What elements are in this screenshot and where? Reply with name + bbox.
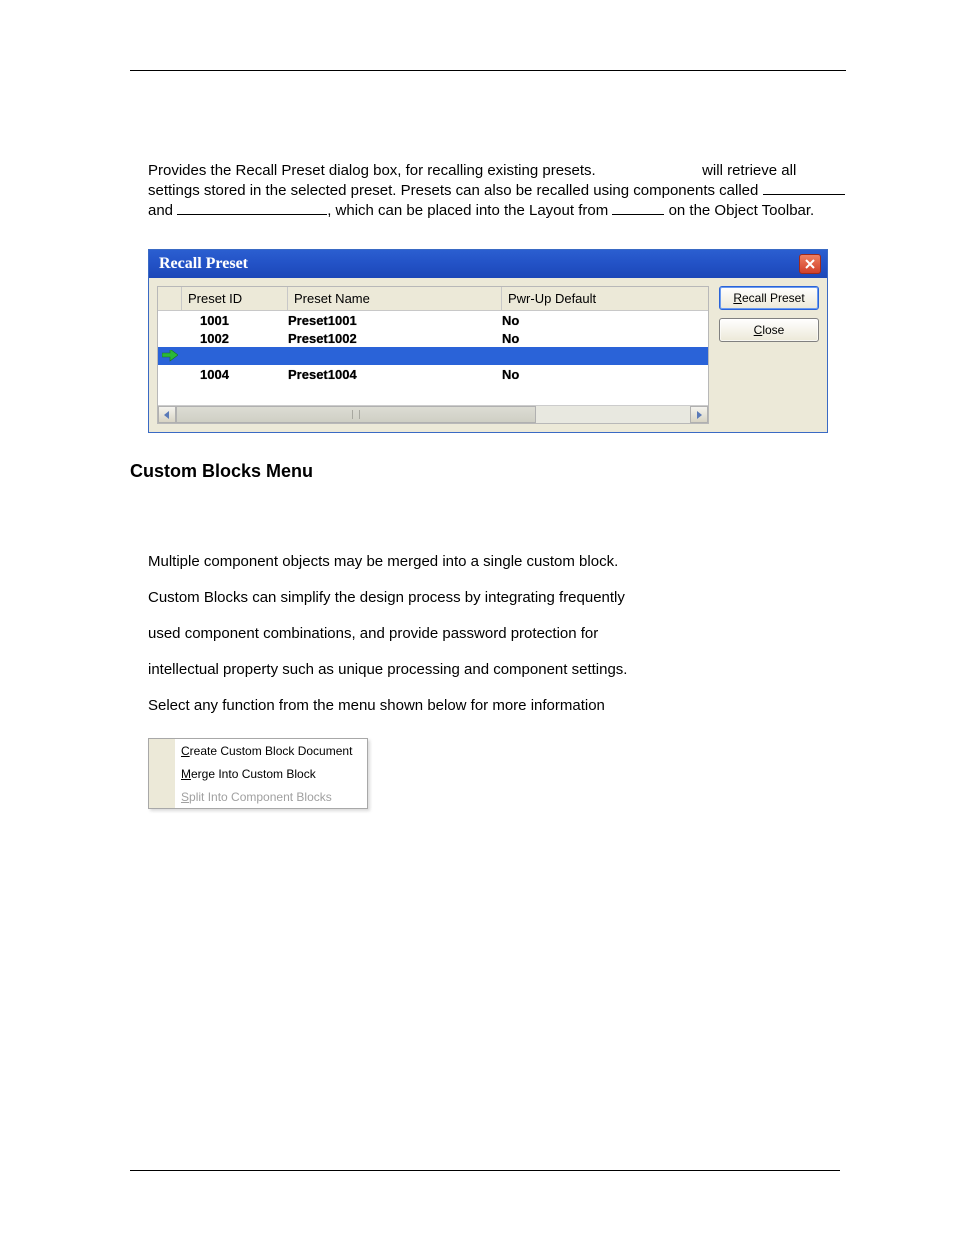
menu-item[interactable]: Merge Into Custom Block: [149, 762, 367, 785]
table-row[interactable]: 1001Preset1001No: [158, 311, 708, 329]
close-rest: lose: [762, 323, 784, 337]
section-heading: Custom Blocks Menu: [130, 461, 846, 482]
menu-strip: [149, 739, 175, 762]
scroll-thumb[interactable]: [176, 406, 536, 423]
table-row[interactable]: [158, 347, 708, 365]
scroll-right-button[interactable]: [690, 406, 708, 423]
list-header: Preset ID Preset Name Pwr-Up Default: [158, 287, 708, 311]
intro-text-6: on the Object Toolbar.: [669, 202, 815, 219]
body-line-1: Custom Blocks can simplify the design pr…: [148, 580, 846, 616]
cell-pwr-default: No: [502, 313, 708, 328]
cell-pwr-default: No: [502, 331, 708, 346]
menu-strip: [149, 762, 175, 785]
body-line-3: intellectual property such as unique pro…: [148, 652, 846, 688]
col-pwr-default[interactable]: Pwr-Up Default: [502, 287, 708, 310]
intro-text-1: Provides the Recall Preset dialog box, f…: [148, 162, 596, 179]
cell-preset-name: Preset1002: [288, 331, 502, 346]
cell-preset-id: 1001: [182, 313, 288, 328]
menu-item-label: Merge Into Custom Block: [175, 767, 316, 781]
section-body: Multiple component objects may be merged…: [148, 544, 846, 724]
cell-preset-id: 1002: [182, 331, 288, 346]
body-line-0: Multiple component objects may be merged…: [148, 544, 846, 580]
recall-rest: ecall Preset: [742, 291, 805, 305]
body-line-2: used component combinations, and provide…: [148, 616, 846, 652]
row-arrow-icon: [158, 350, 182, 362]
table-row[interactable]: 1002Preset1002No: [158, 329, 708, 347]
recall-preset-dialog: Recall Preset Preset ID Preset Name Pwr-…: [148, 249, 828, 433]
col-preset-id[interactable]: Preset ID: [182, 287, 288, 310]
link-underline-1[interactable]: [763, 181, 845, 195]
intro-paragraph: Provides the Recall Preset dialog box, f…: [148, 161, 846, 221]
recall-underline: R: [733, 291, 742, 305]
cell-preset-id: 1004: [182, 367, 288, 382]
close-button[interactable]: Close: [719, 318, 819, 342]
bottom-rule: [130, 1170, 840, 1171]
scroll-left-button[interactable]: [158, 406, 176, 423]
scroll-track[interactable]: [176, 406, 690, 423]
cell-preset-name: Preset1001: [288, 313, 502, 328]
intro-text-4: and: [148, 202, 173, 219]
body-line-4: Select any function from the menu shown …: [148, 688, 846, 724]
table-row[interactable]: 1004Preset1004No: [158, 365, 708, 383]
preset-list[interactable]: Preset ID Preset Name Pwr-Up Default 100…: [157, 286, 709, 424]
dialog-title: Recall Preset: [159, 255, 248, 273]
menu-item-label: Split Into Component Blocks: [175, 790, 332, 804]
menu-item[interactable]: Create Custom Block Document: [149, 739, 367, 762]
menu-strip: [149, 785, 175, 808]
intro-text-2: will retrieve: [702, 162, 777, 179]
intro-text-5: , which can be placed into the Layout fr…: [327, 202, 608, 219]
col-preset-name[interactable]: Preset Name: [288, 287, 502, 310]
cell-preset-name: Preset1004: [288, 367, 502, 382]
recall-preset-button[interactable]: Recall Preset: [719, 286, 819, 310]
top-rule: [130, 70, 846, 71]
menu-item: Split Into Component Blocks: [149, 785, 367, 808]
horizontal-scrollbar[interactable]: [158, 405, 708, 423]
menu-item-label: Create Custom Block Document: [175, 744, 352, 758]
close-icon[interactable]: [799, 254, 821, 274]
link-underline-3[interactable]: [612, 201, 664, 215]
link-underline-2[interactable]: [177, 201, 327, 215]
dialog-titlebar[interactable]: Recall Preset: [149, 250, 827, 278]
cell-pwr-default: No: [502, 367, 708, 382]
context-menu: Create Custom Block Document Merge Into C…: [148, 738, 368, 809]
